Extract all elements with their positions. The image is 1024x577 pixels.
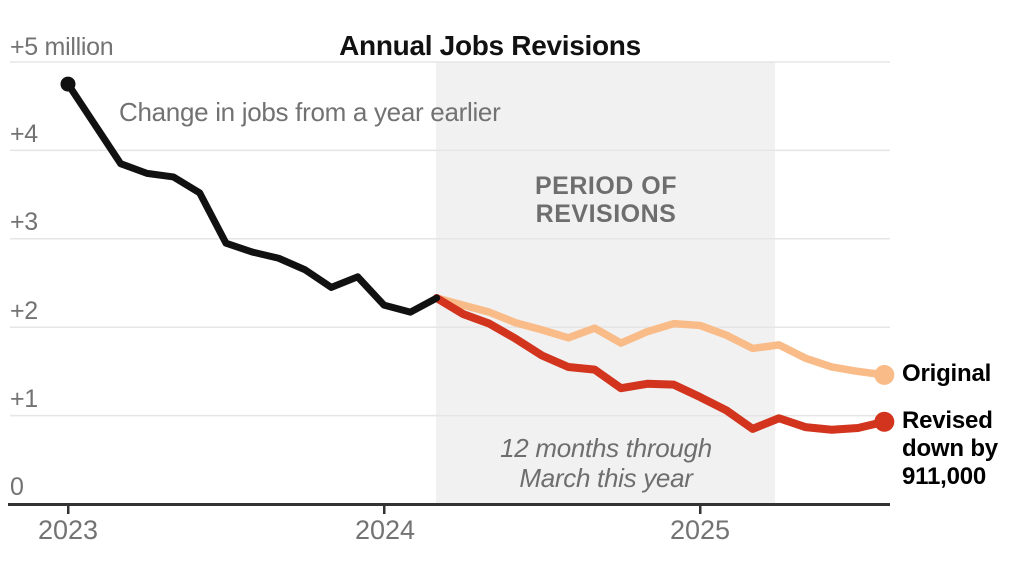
y-tick-label-5: +5 million [10, 33, 114, 61]
annotation-line1: 12 months through [500, 433, 712, 463]
series-start-dot [60, 76, 76, 92]
revision-period-shading [435, 62, 776, 503]
x-axis-ticks [67, 506, 702, 514]
x-axis-line [8, 503, 890, 506]
legend-revised-line1: Revised [902, 407, 993, 434]
revision-period-label-line2: REVISIONS [535, 200, 677, 228]
annotation-line2: March this year [519, 463, 693, 493]
original-end-dot [874, 364, 895, 385]
revision-annotation: 12 months through March this year [500, 433, 712, 493]
legend-revised-label: Revised down by 911,000 [902, 407, 998, 491]
legend-original-label: Original [902, 360, 992, 387]
reported-line [64, 80, 441, 316]
y-tick-label-2: +2 [10, 297, 38, 325]
revision-period-label: PERIOD OF REVISIONS [535, 172, 677, 228]
y-tick-label-0: 0 [10, 473, 24, 501]
chart-title: Annual Jobs Revisions [339, 30, 641, 61]
original-line [432, 294, 889, 379]
x-tick-label-2025: 2025 [669, 515, 731, 545]
y-tick-label-1: +1 [10, 385, 38, 413]
revision-period-label-line1: PERIOD OF [534, 172, 678, 200]
x-axis-tick-2023 [67, 506, 70, 514]
x-axis-tick-2024 [382, 506, 386, 514]
y-tick-label-4: +4 [10, 120, 38, 148]
gridlines [10, 61, 890, 417]
x-tick-label-2023: 2023 [37, 515, 99, 545]
revised-line [432, 294, 889, 434]
y-tick-label-3: +3 [10, 208, 38, 236]
legend-revised-line3: 911,000 [902, 463, 987, 490]
x-axis-tick-2025 [698, 506, 702, 514]
x-tick-label-2024: 2024 [354, 515, 416, 545]
revised-end-dot [874, 411, 895, 432]
legend-revised-line2: down by [902, 435, 998, 462]
chart-subtitle: Change in jobs from a year earlier [119, 97, 501, 127]
